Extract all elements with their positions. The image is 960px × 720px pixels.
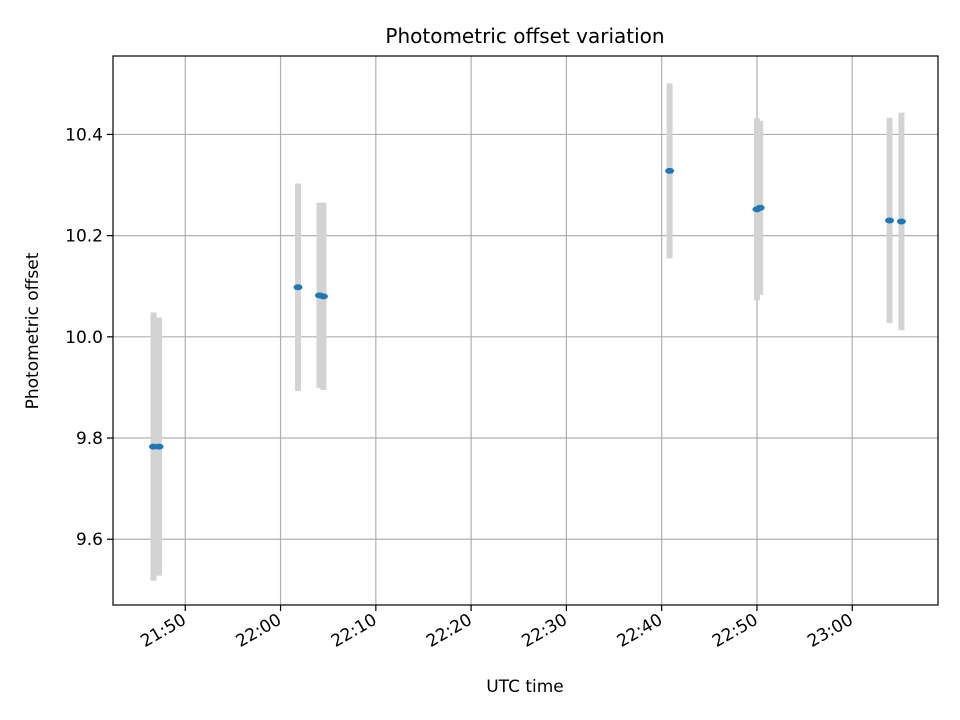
y-tick-label: 10.0 bbox=[65, 328, 103, 348]
y-axis-title: Photometric offset bbox=[23, 252, 43, 409]
data-point bbox=[318, 293, 328, 300]
y-axis-ticks: 9.6 9.8 10.0 10.2 10.4 bbox=[65, 125, 113, 550]
data-points bbox=[148, 167, 906, 450]
grid bbox=[113, 56, 938, 605]
x-axis-title: UTC time bbox=[486, 677, 564, 697]
data-point bbox=[885, 217, 895, 224]
y-tick-label: 10.4 bbox=[65, 125, 103, 145]
data-point bbox=[896, 218, 906, 225]
chart-title: Photometric offset variation bbox=[385, 24, 664, 48]
data-point bbox=[293, 284, 303, 291]
y-tick-label: 10.2 bbox=[65, 227, 103, 247]
y-tick-label: 9.8 bbox=[76, 429, 103, 449]
plot-frame bbox=[112, 55, 939, 606]
y-tick-label: 9.6 bbox=[76, 530, 103, 550]
data-point bbox=[755, 204, 765, 211]
data-point bbox=[665, 167, 675, 174]
data-point bbox=[154, 443, 164, 450]
